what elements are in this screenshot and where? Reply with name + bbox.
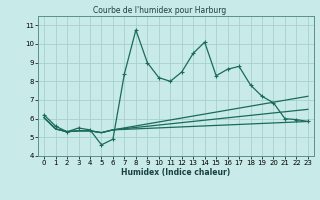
X-axis label: Humidex (Indice chaleur): Humidex (Indice chaleur) bbox=[121, 168, 231, 177]
Text: Courbe de l'humidex pour Harburg: Courbe de l'humidex pour Harburg bbox=[93, 6, 227, 15]
